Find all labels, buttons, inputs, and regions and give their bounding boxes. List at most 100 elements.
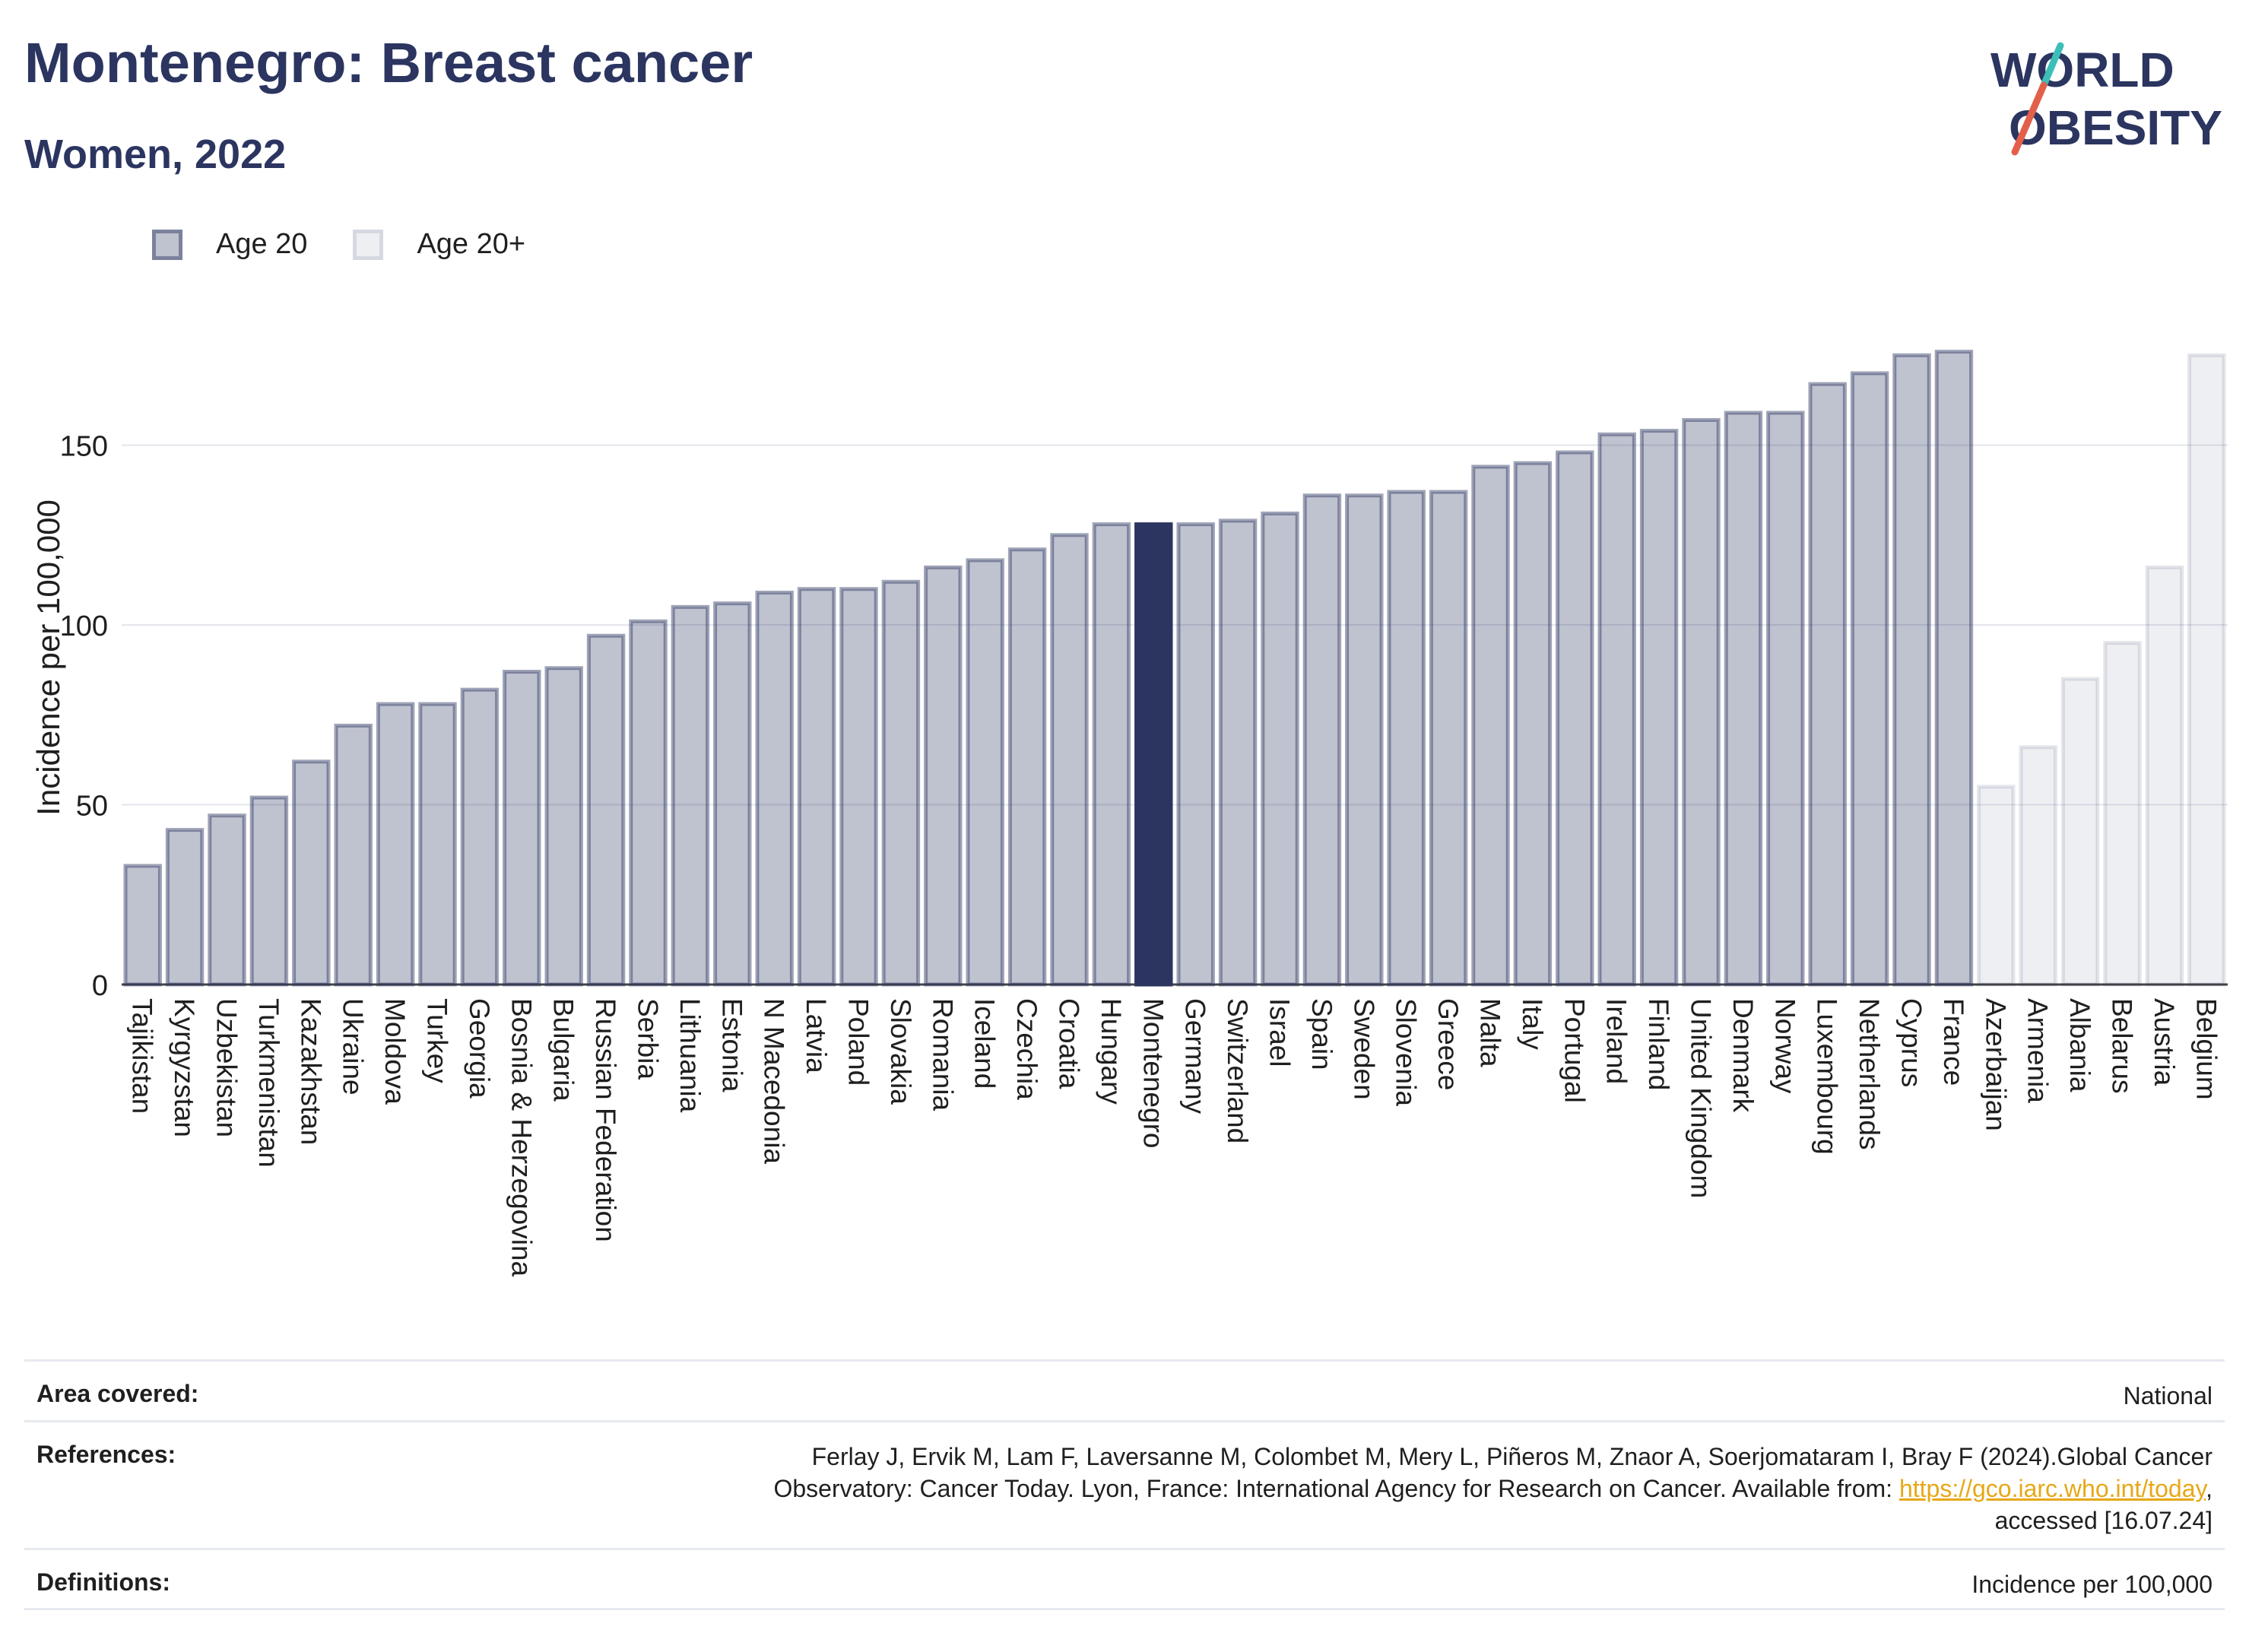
bar-moldova[interactable] bbox=[376, 702, 415, 987]
bar-lithuania[interactable] bbox=[671, 604, 710, 987]
bar-poland[interactable] bbox=[839, 587, 878, 987]
bar-bulgaria[interactable] bbox=[544, 666, 583, 987]
bar-montenegro[interactable] bbox=[1134, 522, 1173, 987]
bar-denmark[interactable] bbox=[1724, 411, 1763, 987]
bar-iceland[interactable] bbox=[966, 558, 1004, 987]
x-tick-label: Spain bbox=[1306, 998, 1337, 1070]
x-tick-label: Croatia bbox=[1054, 998, 1085, 1089]
bar-norway[interactable] bbox=[1766, 411, 1805, 987]
bar-n-macedonia[interactable] bbox=[755, 590, 794, 987]
bar-sweden[interactable] bbox=[1345, 493, 1384, 987]
legend-swatch-age20plus bbox=[353, 229, 384, 260]
x-tick-label: Ukraine bbox=[338, 998, 369, 1096]
bar-switzerland[interactable] bbox=[1218, 518, 1258, 987]
x-tick-label: Czechia bbox=[1011, 998, 1042, 1100]
bar-turkey[interactable] bbox=[418, 702, 457, 987]
logo-line2: OBESITY bbox=[2009, 100, 2222, 155]
x-tick-label: Romania bbox=[927, 998, 958, 1111]
y-tick-label: 100 bbox=[60, 610, 108, 642]
x-tick-label: Azerbaijan bbox=[1980, 998, 2011, 1131]
x-tick-label: France bbox=[1938, 998, 1969, 1086]
x-tick-label: Kazakhstan bbox=[295, 998, 326, 1145]
references-text-2: Observatory: Cancer Today. Lyon, France:… bbox=[773, 1475, 1899, 1502]
bar-romania[interactable] bbox=[924, 565, 963, 987]
x-tick-label: Slovenia bbox=[1391, 998, 1422, 1106]
y-tick-label: 150 bbox=[60, 431, 108, 463]
bar-czechia[interactable] bbox=[1007, 547, 1047, 987]
bar-tajikistan[interactable] bbox=[123, 864, 162, 987]
info-row-definitions: Definitions: Incidence per 100,000 bbox=[24, 1548, 2225, 1610]
bar-estonia[interactable] bbox=[713, 601, 752, 987]
bar-hungary[interactable] bbox=[1092, 522, 1131, 987]
x-tick-label: Italy bbox=[1517, 998, 1548, 1050]
bar-belarus[interactable] bbox=[2103, 641, 2142, 987]
bar-uzbekistan[interactable] bbox=[208, 813, 246, 987]
bar-georgia[interactable] bbox=[460, 687, 500, 987]
legend-item-age20plus[interactable]: Age 20+ bbox=[353, 228, 525, 261]
references-label: References: bbox=[36, 1441, 176, 1468]
bar-italy[interactable] bbox=[1513, 461, 1553, 987]
x-tick-label: Albania bbox=[2064, 998, 2095, 1092]
x-tick-label: Bosnia & Herzegovina bbox=[506, 998, 537, 1277]
references-text-1: Ferlay J, Ervik M, Lam F, Laversanne M, … bbox=[811, 1443, 2213, 1470]
bar-croatia[interactable] bbox=[1050, 533, 1089, 987]
references-link[interactable]: https://gco.iarc.who.int/today bbox=[1898, 1475, 2206, 1502]
x-tick-label: Greece bbox=[1432, 998, 1464, 1090]
bar-netherlands[interactable] bbox=[1850, 371, 1889, 987]
x-tick-labels: Tajikistan Kyrgyzstan Uzbekistan Turkmenist… bbox=[127, 998, 2222, 1277]
bar-austria[interactable] bbox=[2145, 565, 2184, 987]
x-tick-label: Bulgaria bbox=[548, 998, 579, 1102]
bar-ireland[interactable] bbox=[1597, 432, 1636, 987]
bar-united-kingdom[interactable] bbox=[1682, 417, 1721, 987]
bar-belgium[interactable] bbox=[2187, 353, 2226, 987]
chart-legend: Age 20 Age 20+ bbox=[152, 228, 571, 261]
bar-greece[interactable] bbox=[1429, 490, 1468, 987]
bar-latvia[interactable] bbox=[797, 587, 836, 987]
bars bbox=[123, 350, 2226, 987]
bar-armenia[interactable] bbox=[2019, 745, 2057, 987]
info-table: Area covered: National References: Ferla… bbox=[24, 1359, 2225, 1610]
bar-russian-federation[interactable] bbox=[586, 633, 626, 987]
x-tick-label: Kyrgyzstan bbox=[169, 998, 200, 1137]
references-text-4: accessed [16.07.24] bbox=[1994, 1507, 2213, 1534]
bar-france[interactable] bbox=[1934, 350, 1974, 987]
bar-slovenia[interactable] bbox=[1387, 490, 1426, 987]
bar-luxembourg[interactable] bbox=[1808, 382, 1847, 987]
bar-portugal[interactable] bbox=[1556, 450, 1594, 987]
bar-turkmenistan[interactable] bbox=[249, 795, 289, 987]
bar-albania[interactable] bbox=[2060, 677, 2100, 987]
bar-azerbaijan[interactable] bbox=[1977, 785, 2016, 987]
bar-bosnia-herzegovina[interactable] bbox=[503, 670, 541, 987]
bar-ukraine[interactable] bbox=[334, 723, 373, 987]
x-tick-label: Russian Federation bbox=[590, 998, 621, 1242]
x-tick-label: Moldova bbox=[379, 998, 411, 1105]
references-text-3: , bbox=[2206, 1475, 2213, 1502]
x-tick-label: Montenegro bbox=[1137, 998, 1169, 1148]
bar-slovakia[interactable] bbox=[881, 579, 921, 987]
x-tick-label: Portugal bbox=[1559, 998, 1590, 1103]
bar-spain[interactable] bbox=[1302, 493, 1342, 987]
x-tick-label: Slovakia bbox=[885, 998, 916, 1105]
bar-finland[interactable] bbox=[1639, 429, 1679, 987]
x-tick-label: Georgia bbox=[464, 998, 495, 1099]
x-tick-label: Malta bbox=[1475, 998, 1506, 1067]
legend-label-age20plus: Age 20+ bbox=[417, 228, 526, 260]
legend-item-age20[interactable]: Age 20 bbox=[152, 228, 307, 261]
page-title: Montenegro: Breast cancer bbox=[24, 31, 753, 94]
bar-malta[interactable] bbox=[1471, 465, 1510, 987]
x-tick-label: Latvia bbox=[801, 998, 832, 1073]
bar-cyprus[interactable] bbox=[1892, 353, 1931, 987]
bar-serbia[interactable] bbox=[629, 619, 668, 987]
x-tick-label: Lithuania bbox=[674, 998, 706, 1113]
bar-kyrgyzstan[interactable] bbox=[165, 828, 205, 987]
bar-kazakhstan[interactable] bbox=[292, 759, 331, 987]
bar-germany[interactable] bbox=[1176, 522, 1215, 987]
x-tick-label: Uzbekistan bbox=[211, 998, 243, 1137]
x-tick-label: Switzerland bbox=[1222, 998, 1253, 1143]
x-tick-label: Luxembourg bbox=[1812, 998, 1843, 1155]
bar-israel[interactable] bbox=[1261, 511, 1299, 987]
y-tick-labels: 0 50 100 150 bbox=[60, 431, 108, 1002]
x-tick-label: Cyprus bbox=[1896, 998, 1927, 1087]
x-tick-label: Tajikistan bbox=[127, 998, 158, 1114]
x-tick-label: Ireland bbox=[1601, 998, 1632, 1084]
